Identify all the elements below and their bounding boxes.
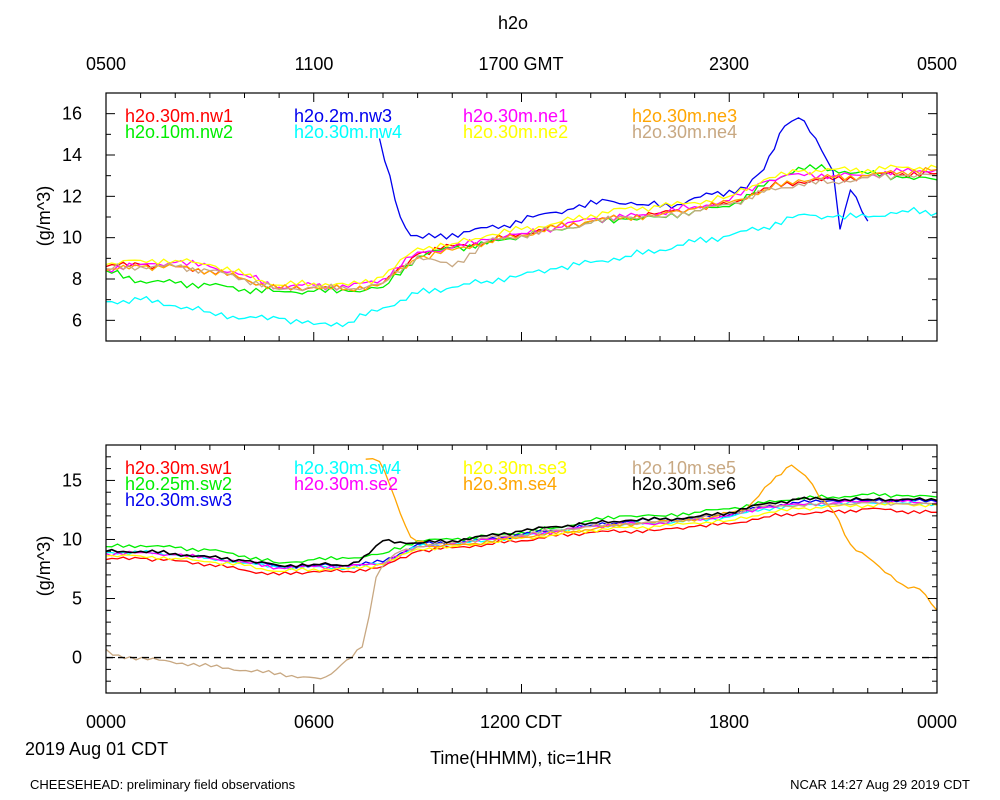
figure-title: h2o <box>498 13 528 33</box>
panel-top-legend: h2o.30m.nw1h2o.10m.nw2h2o.2m.nw3h2o.30m.… <box>125 106 737 142</box>
top-tick-label-0: 0500 <box>86 54 126 74</box>
bottom-tick-label-3: 1800 <box>709 712 749 732</box>
bottom-tick-label-0: 0000 <box>86 712 126 732</box>
series-line-h2o-30m-se3 <box>106 502 937 573</box>
legend-entry-h2o-10m-se5: h2o.10m.se5 <box>632 458 736 478</box>
legend-entry-h2o-30m-se2: h2o.30m.se2 <box>294 474 398 494</box>
footer-right: NCAR 14:27 Aug 29 2019 CDT <box>790 777 970 792</box>
y-tick-label: 8 <box>72 269 82 289</box>
series-line-h2o-30m-sw1 <box>106 507 937 576</box>
series-line-h2o-2m-nw3 <box>378 117 869 240</box>
y-tick-label: 16 <box>62 104 82 124</box>
series-line-h2o-30m-se6 <box>106 496 937 568</box>
legend-entry-h2o-30m-ne3: h2o.30m.ne3 <box>632 106 737 126</box>
panel-top: 6 8 10 12 14 16 (g/m^3) h2o.30m.nw1h2o.10m.nw… <box>34 92 938 342</box>
series-line-h2o-30m-ne4 <box>106 172 937 292</box>
top-tick-label-4: 0500 <box>917 54 957 74</box>
legend-entry-h2o-30m-nw4: h2o.30m.nw4 <box>294 122 402 142</box>
bottom-tick-label-1: 0600 <box>294 712 334 732</box>
y-tick-label: 15 <box>62 470 82 490</box>
legend-entry-h2o-10m-nw2: h2o.10m.nw2 <box>125 122 233 142</box>
top-tick-label-1: 1100 <box>295 54 334 74</box>
panel-bottom-ticks: 0 5 10 15 <box>62 444 938 694</box>
panel-bottom-series <box>106 458 937 680</box>
top-axis-labels: 0500 1100 1700 GMT 2300 0500 <box>86 54 957 74</box>
y-tick-label: 6 <box>72 310 82 330</box>
y-tick-label: 5 <box>72 589 82 609</box>
y-tick-label: 14 <box>62 145 82 165</box>
series-line-h2o-30m-nw1 <box>106 170 937 293</box>
legend-entry-h2o-2m-nw3: h2o.2m.nw3 <box>294 106 392 126</box>
series-line-h2o-30m-ne2 <box>106 164 937 288</box>
panel-top-ylabel: (g/m^3) <box>34 186 54 246</box>
bottom-axis-labels: 0000 0600 1200 CDT 1800 0000 <box>86 712 957 732</box>
series-line-h2o-30m-se2 <box>106 498 937 570</box>
legend-entry-h2o-30m-sw1: h2o.30m.sw1 <box>125 458 232 478</box>
legend-entry-h2o-30m-ne4: h2o.30m.ne4 <box>632 122 737 142</box>
legend-entry-h2o-30m-nw1: h2o.30m.nw1 <box>125 106 233 126</box>
top-tick-label-2: 1700 GMT <box>478 54 563 74</box>
y-tick-label: 10 <box>62 228 82 248</box>
legend-entry-h2o-3m-se4: h2o.3m.se4 <box>463 474 557 494</box>
series-line-h2o-10m-se5 <box>106 500 937 680</box>
date-label: 2019 Aug 01 CDT <box>25 739 168 759</box>
footer-left: CHEESEHEAD: preliminary field observatio… <box>30 777 296 792</box>
y-tick-label: 0 <box>72 648 82 668</box>
bottom-tick-label-4: 0000 <box>917 712 957 732</box>
panel-top-ticks: 6 8 10 12 14 16 <box>62 92 938 342</box>
y-tick-label: 10 <box>62 529 82 549</box>
legend-entry-h2o-30m-sw3: h2o.30m.sw3 <box>125 490 232 510</box>
y-tick-label: 12 <box>62 186 82 206</box>
legend-entry-h2o-25m-sw2: h2o.25m.sw2 <box>125 474 232 494</box>
bottom-tick-label-2: 1200 CDT <box>480 712 562 732</box>
series-line-h2o-25m-sw2 <box>106 492 937 564</box>
panel-bottom-ylabel: (g/m^3) <box>34 536 54 596</box>
top-tick-label-3: 2300 <box>709 54 749 74</box>
panel-top-series <box>106 117 937 328</box>
legend-entry-h2o-30m-ne2: h2o.30m.ne2 <box>463 122 568 142</box>
legend-entry-h2o-30m-se6: h2o.30m.se6 <box>632 474 736 494</box>
legend-entry-h2o-30m-ne1: h2o.30m.ne1 <box>463 106 568 126</box>
legend-entry-h2o-30m-sw4: h2o.30m.sw4 <box>294 458 401 478</box>
legend-entry-h2o-30m-se3: h2o.30m.se3 <box>463 458 567 478</box>
x-axis-label: Time(HHMM), tic=1HR <box>430 748 612 768</box>
series-line-h2o-30m-nw4 <box>106 206 937 328</box>
